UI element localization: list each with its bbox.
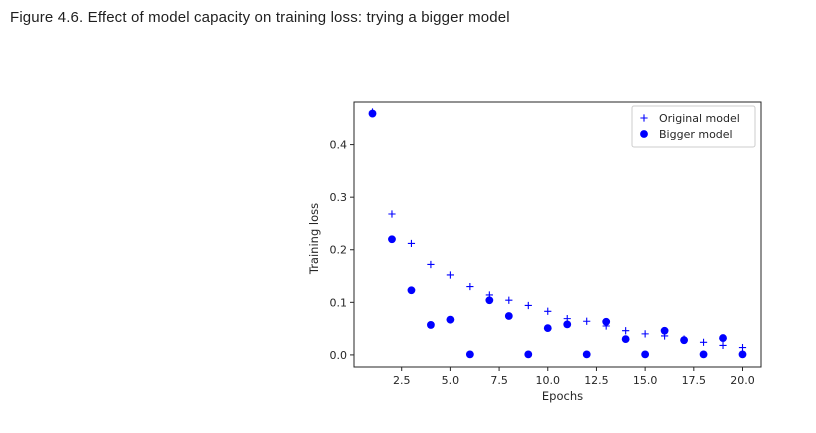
x-tick-label: 12.5 — [584, 374, 609, 387]
legend-circle-marker — [640, 130, 648, 138]
original-model-point — [446, 271, 454, 279]
original-model-point — [407, 239, 416, 248]
plot-frame — [353, 101, 762, 368]
original-model-point — [466, 282, 474, 291]
y-tick-label: 0.3 — [330, 191, 348, 204]
figure-title: Figure 4.6. Effect of model capacity on … — [10, 9, 510, 26]
bigger-model-point — [485, 296, 494, 305]
chart-plot-area: 2.5 5.0 7.5 10.0 12.5 15.0 17.5 20.0 0.0 0.1 0.2 0.… — [307, 101, 762, 403]
bigger-model-point — [504, 312, 513, 320]
legend-plus-marker — [640, 114, 648, 122]
original-model-point — [699, 338, 708, 346]
x-tick-label: 10.0 — [536, 374, 561, 387]
x-tick-label: 15.0 — [633, 374, 658, 387]
y-tick-label: 0.4 — [330, 139, 348, 152]
bigger-model-point — [368, 109, 377, 118]
bigger-model-point — [465, 350, 474, 359]
x-tick-label: 7.5 — [490, 374, 508, 387]
legend-box — [631, 105, 756, 148]
bigger-model-point — [427, 321, 435, 329]
bigger-model-point — [524, 350, 533, 359]
bigger-model-point — [738, 350, 747, 359]
bigger-model-point — [680, 336, 688, 345]
original-model-point — [524, 301, 532, 310]
original-model-point — [622, 327, 630, 335]
x-tick-label: 17.5 — [682, 374, 707, 387]
bigger-model-point — [388, 235, 396, 244]
bigger-model-point — [446, 315, 455, 324]
bigger-model-point — [582, 350, 591, 359]
original-model-point — [505, 296, 513, 304]
original-model-point — [719, 341, 727, 350]
x-tick-label: 2.5 — [393, 374, 411, 387]
bigger-model-point — [407, 286, 416, 295]
original-model-point — [427, 260, 435, 269]
y-tick-label: 0.0 — [330, 349, 348, 362]
legend-label: Original model — [659, 112, 740, 125]
x-axis-label: Epochs — [542, 389, 583, 403]
bigger-model-point — [543, 324, 552, 332]
legend-label: Bigger model — [659, 128, 733, 141]
bigger-model-point — [660, 326, 669, 335]
bigger-model-point — [641, 350, 650, 359]
x-tick-label: 5.0 — [442, 374, 460, 387]
original-model-point — [388, 210, 396, 218]
bigger-model-point — [602, 317, 611, 326]
bigger-model-point — [621, 335, 630, 344]
y-tick-label: 0.1 — [330, 296, 348, 309]
original-model-point — [641, 330, 649, 338]
original-model-point — [544, 307, 552, 315]
original-model-point — [738, 343, 747, 352]
bigger-model-point — [563, 320, 572, 329]
y-axis-label: Training loss — [307, 203, 321, 275]
bigger-model-point — [699, 350, 708, 359]
bigger-model-point — [719, 334, 727, 342]
original-model-point — [583, 317, 591, 325]
x-tick-label: 20.0 — [730, 374, 755, 387]
y-tick-label: 0.2 — [330, 244, 348, 257]
